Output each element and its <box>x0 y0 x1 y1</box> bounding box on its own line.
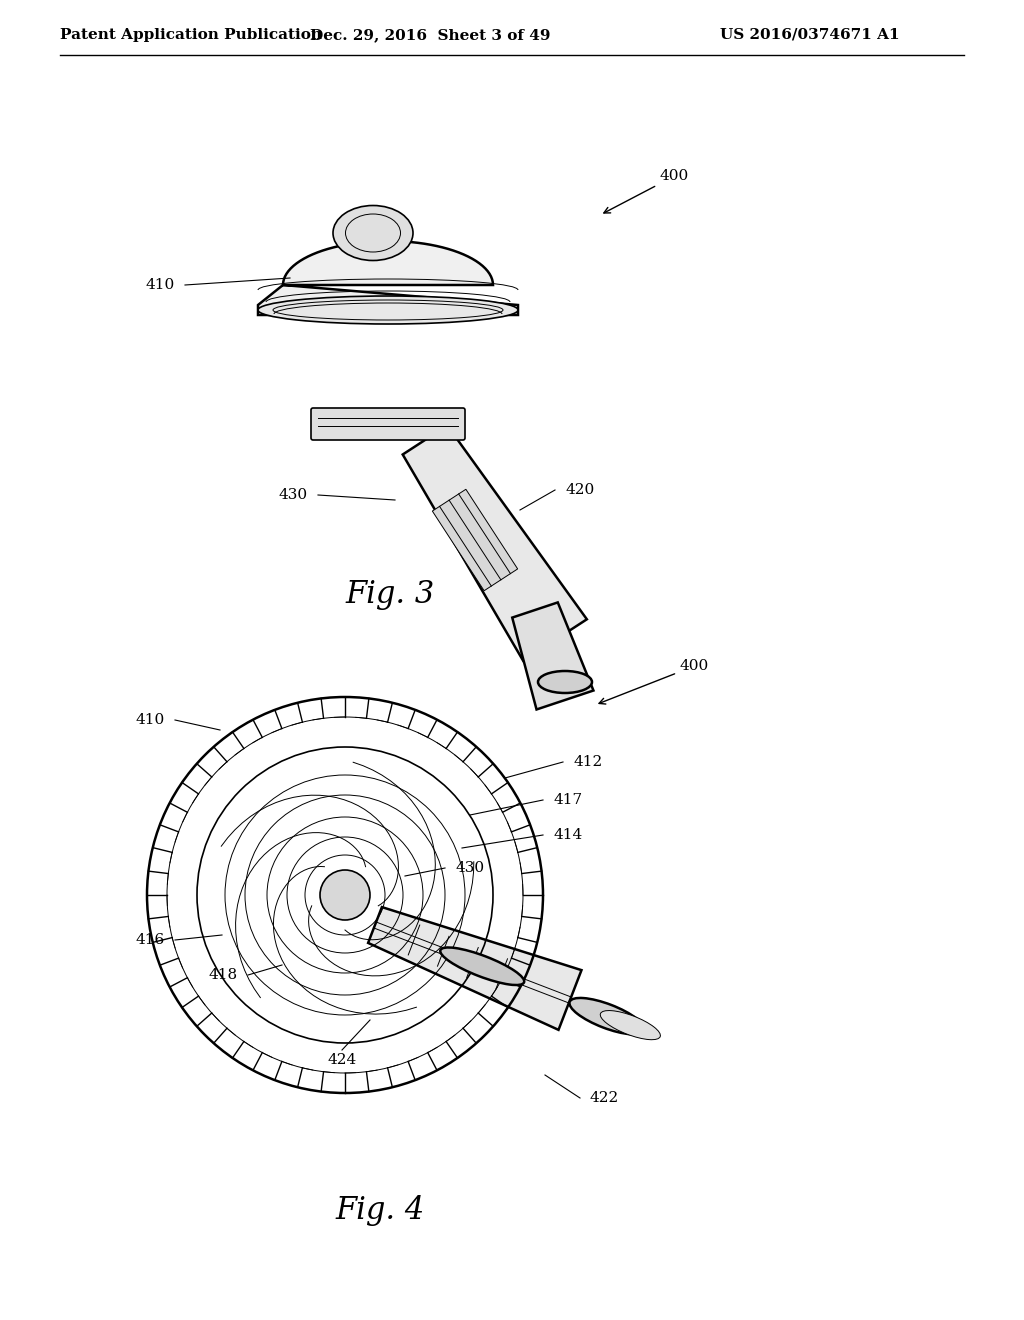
Polygon shape <box>368 907 582 1030</box>
Ellipse shape <box>569 998 644 1035</box>
Text: 412: 412 <box>573 755 602 770</box>
Ellipse shape <box>538 671 592 693</box>
Ellipse shape <box>440 948 524 985</box>
Text: Fig. 3: Fig. 3 <box>345 579 434 610</box>
Text: 400: 400 <box>604 169 689 213</box>
FancyBboxPatch shape <box>311 408 465 440</box>
Polygon shape <box>512 602 594 709</box>
Text: 410: 410 <box>145 279 175 292</box>
Text: 430: 430 <box>455 861 484 875</box>
Text: 417: 417 <box>553 793 582 807</box>
Polygon shape <box>258 242 518 315</box>
Ellipse shape <box>333 206 413 260</box>
Text: 418: 418 <box>209 968 238 982</box>
Circle shape <box>319 870 370 920</box>
Text: 422: 422 <box>590 1092 620 1105</box>
Text: Fig. 4: Fig. 4 <box>336 1195 425 1225</box>
Text: US 2016/0374671 A1: US 2016/0374671 A1 <box>720 28 900 42</box>
Text: 400: 400 <box>599 659 710 704</box>
Text: 416: 416 <box>136 933 165 946</box>
Text: 420: 420 <box>565 483 594 498</box>
Text: Dec. 29, 2016  Sheet 3 of 49: Dec. 29, 2016 Sheet 3 of 49 <box>309 28 550 42</box>
Text: 424: 424 <box>328 1053 356 1067</box>
Polygon shape <box>402 425 587 661</box>
Ellipse shape <box>600 1011 660 1040</box>
Ellipse shape <box>258 296 518 323</box>
Text: 410: 410 <box>136 713 165 727</box>
Polygon shape <box>432 490 518 591</box>
Text: 430: 430 <box>279 488 308 502</box>
Text: 414: 414 <box>553 828 583 842</box>
Text: Patent Application Publication: Patent Application Publication <box>60 28 322 42</box>
